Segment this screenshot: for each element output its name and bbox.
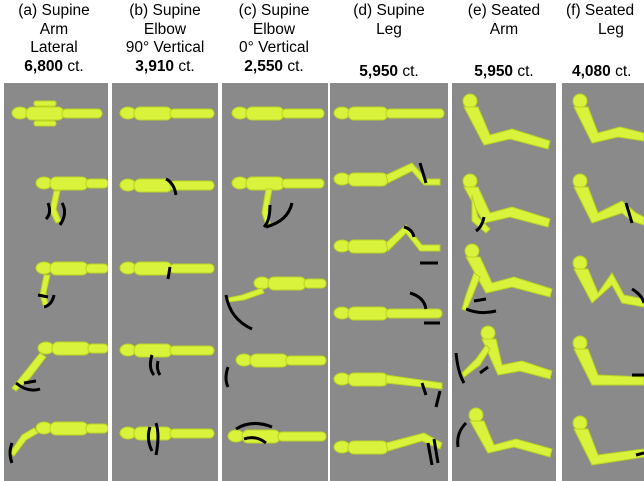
title-line: Arm (489, 20, 519, 38)
title-line: Elbow (252, 20, 296, 38)
count-label: 4,080 ct. (566, 63, 644, 82)
title-line: (c) Supine (238, 2, 310, 19)
count-suffix: ct. (513, 63, 534, 80)
title-line: (a) Supine (18, 2, 90, 19)
pose-panel-c (222, 83, 328, 481)
title-line: 0° Vertical (239, 39, 309, 56)
title-line: (f) Seated (566, 2, 635, 19)
column-c: (c) Supine Elbow 0° Vertical 2,550 ct. (220, 0, 328, 481)
column-d: (d) Supine Leg 5,950 ct. (328, 0, 450, 481)
count-label: 5,950 ct. (328, 63, 450, 82)
count-value: 3,910 (135, 57, 175, 75)
count-value: 5,950 (474, 63, 514, 80)
count-label: 3,910 ct. (110, 58, 220, 77)
column-header: (c) Supine Elbow 0° Vertical 2,550 ct. (220, 2, 328, 76)
count-label: 2,550 ct. (220, 58, 328, 77)
column-f: (f) Seated Leg 4,080 ct. (560, 0, 644, 481)
count-suffix: ct. (610, 63, 632, 80)
count-value: 4,080 (572, 63, 611, 80)
pose-panel-d (330, 83, 448, 481)
title-line: Leg (598, 20, 624, 38)
count-suffix: ct. (283, 57, 304, 75)
pose-panel-f (562, 83, 644, 481)
count-suffix: ct. (63, 57, 84, 75)
pose-figures (224, 106, 327, 445)
count-suffix: ct. (174, 57, 195, 75)
title-line: Lateral (30, 39, 78, 56)
title-line: (e) Seated (467, 2, 541, 19)
pose-figures (8, 100, 108, 464)
column-header: (f) Seated Leg 4,080 ct. (560, 2, 644, 82)
pose-figures (572, 93, 644, 466)
column-header: (d) Supine Leg 5,950 ct. (328, 2, 450, 82)
count-suffix: ct. (398, 63, 419, 80)
count-value: 6,800 (24, 57, 64, 75)
pose-panel-b (112, 83, 218, 481)
count-value: 5,950 (359, 63, 399, 80)
pose-panel-a (4, 83, 108, 481)
column-header: (b) Supine Elbow 90° Vertical 3,910 ct. (110, 2, 220, 76)
count-value: 2,550 (244, 57, 284, 75)
column-header: (e) Seated Arm 5,950 ct. (450, 2, 558, 82)
title-line: (b) Supine (129, 2, 201, 19)
column-a: (a) Supine Arm Lateral 6,800 ct. (0, 0, 108, 481)
count-label: 6,800 ct. (0, 58, 108, 77)
title-line: Leg (376, 20, 402, 38)
pose-panel-e (452, 83, 556, 481)
title-line: Arm (39, 20, 69, 38)
pose-figures (454, 93, 553, 458)
title-line: Elbow (143, 20, 187, 38)
column-b: (b) Supine Elbow 90° Vertical 3,910 ct. (110, 0, 220, 481)
column-e: (e) Seated Arm 5,950 ct. (450, 0, 558, 481)
count-label: 5,950 ct. (450, 63, 558, 82)
pose-figures (119, 106, 215, 456)
column-header: (a) Supine Arm Lateral 6,800 ct. (0, 2, 108, 76)
pose-figures (333, 106, 445, 466)
title-line: 90° Vertical (125, 39, 205, 56)
title-line: (d) Supine (353, 2, 425, 19)
